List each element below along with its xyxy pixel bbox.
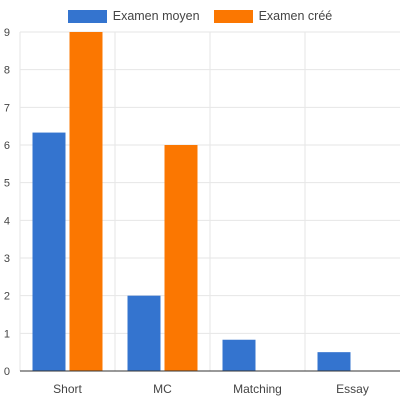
- legend: Examen moyen Examen créé: [0, 6, 400, 26]
- legend-swatch-examen-moyen: [67, 9, 107, 23]
- y-tick-label: 9: [4, 27, 10, 39]
- legend-label-examen-moyen: Examen moyen: [112, 9, 200, 23]
- x-tick-label-mc: MC: [153, 382, 172, 396]
- legend-item-examen-cree[interactable]: Examen créé: [213, 9, 333, 23]
- bar-essay-series-0: [317, 352, 351, 371]
- y-tick-label: 0: [4, 366, 10, 378]
- y-tick-label: 5: [4, 178, 10, 190]
- bar-mc-series-1: [164, 145, 198, 371]
- legend-swatch-examen-cree: [213, 9, 253, 23]
- y-tick-label: 4: [4, 215, 10, 227]
- legend-label-examen-cree: Examen créé: [258, 9, 333, 23]
- y-tick-label: 7: [4, 102, 10, 114]
- y-tick-label: 6: [4, 140, 10, 152]
- bar-matching-series-0: [222, 339, 256, 371]
- bar-short-series-0: [32, 132, 66, 371]
- y-tick-label: 8: [4, 65, 10, 77]
- legend-item-examen-moyen[interactable]: Examen moyen: [67, 9, 200, 23]
- bar-mc-series-0: [127, 295, 161, 371]
- bar-short-series-1: [69, 32, 103, 371]
- y-tick-label: 3: [4, 253, 10, 265]
- x-tick-label-matching: Matching: [233, 382, 282, 396]
- x-tick-label-short: Short: [53, 382, 82, 396]
- y-tick-label: 2: [4, 291, 10, 303]
- x-tick-label-essay: Essay: [336, 382, 369, 396]
- y-tick-label: 1: [4, 328, 10, 340]
